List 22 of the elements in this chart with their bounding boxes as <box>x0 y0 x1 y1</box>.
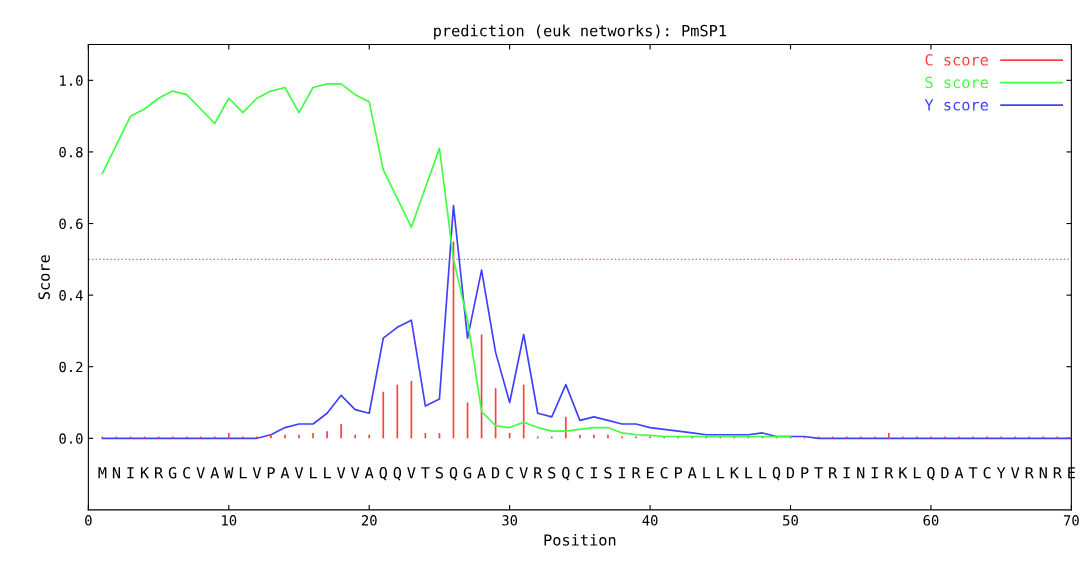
y-tick-label: 0.6 <box>59 218 83 230</box>
x-axis-title: Position <box>544 533 616 546</box>
chart-title: prediction (euk networks): PmSP1 <box>434 24 726 40</box>
x-tick-label: 0 <box>85 515 92 526</box>
x-tick-label: 20 <box>361 515 377 526</box>
y-tick-label: 1.0 <box>60 75 83 86</box>
y-axis-title: Score <box>38 255 50 300</box>
x-tick-label: 10 <box>222 515 237 526</box>
line-series <box>101 204 1072 440</box>
line-series <box>101 83 792 438</box>
y-tick-label: 0.0 <box>59 433 83 444</box>
legend-label: C score <box>925 54 988 66</box>
x-tick-label: 70 <box>1063 515 1079 526</box>
x-tick-label: 50 <box>783 515 798 526</box>
y-tick-label: 0.2 <box>59 361 83 373</box>
legend-label: Y score <box>924 99 988 111</box>
legend-label: S score <box>925 76 988 89</box>
x-tick-label: 40 <box>642 515 658 526</box>
x-tick-label: 60 <box>923 515 939 526</box>
y-tick-label: 0.4 <box>59 290 83 301</box>
x-tick-label: 30 <box>502 515 518 526</box>
y-tick-label: 0.8 <box>59 146 83 158</box>
